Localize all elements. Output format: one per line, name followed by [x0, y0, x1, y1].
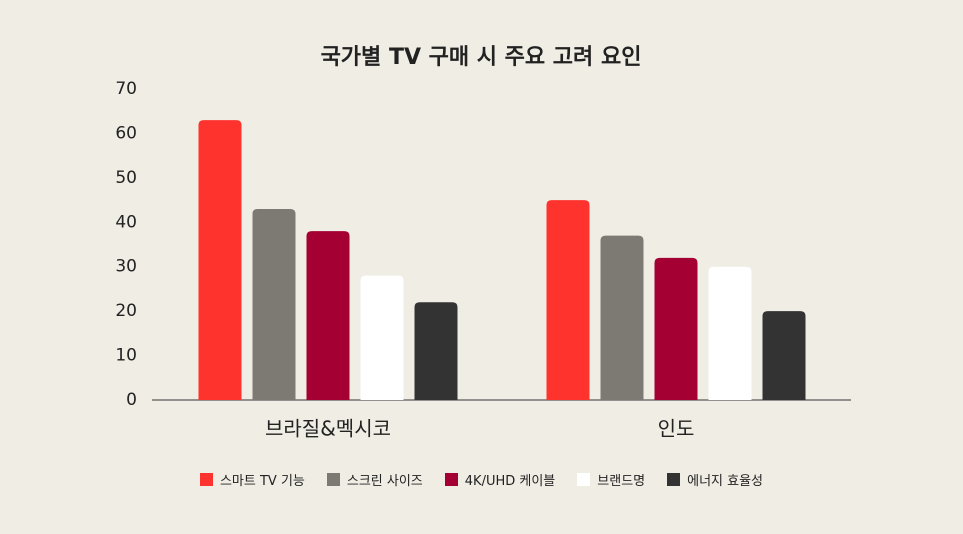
- y-tick-label: 50: [115, 168, 137, 188]
- chart-title: 국가별 TV 구매 시 주요 고려 요인: [321, 45, 642, 70]
- bar: [546, 200, 590, 400]
- legend-label: 스크린 사이즈: [346, 474, 423, 489]
- legend-swatch: [444, 473, 458, 486]
- bar: [762, 311, 806, 400]
- bar: [600, 235, 644, 400]
- legend-swatch: [577, 473, 591, 486]
- bar: [654, 257, 698, 400]
- y-tick-label: 0: [126, 390, 137, 410]
- legend-item: 에너지 효율성: [667, 470, 763, 489]
- bar: [708, 266, 752, 400]
- y-tick-label: 10: [115, 346, 137, 366]
- y-tick-label: 30: [115, 257, 137, 277]
- legend-swatch: [199, 473, 213, 486]
- legend-label: 4K/UHD 케이블: [464, 474, 556, 489]
- legend-swatch: [326, 473, 340, 486]
- x-tick-label: 브라질&멕시코: [265, 417, 391, 441]
- legend-item: 4K/UHD 케이블: [444, 470, 556, 489]
- bar: [414, 302, 458, 400]
- x-tick-label: 인도: [658, 417, 695, 441]
- y-tick-label: 60: [115, 123, 137, 143]
- bar: [252, 208, 296, 400]
- y-tick-label: 40: [115, 212, 137, 232]
- y-tick-label: 70: [115, 79, 137, 99]
- legend-item: 스크린 사이즈: [326, 470, 423, 489]
- legend-label: 브랜드명: [597, 474, 646, 489]
- bar: [198, 120, 242, 400]
- legend-label: 에너지 효율성: [687, 474, 764, 489]
- legend-swatch: [667, 473, 681, 486]
- bar: [360, 275, 404, 400]
- legend: 스마트 TV 기능 스크린 사이즈 4K/UHD 케이블 브랜드명 에너지 효율성: [0, 470, 963, 489]
- bar: [306, 231, 350, 400]
- legend-item: 브랜드명: [577, 470, 645, 489]
- legend-item: 스마트 TV 기능: [199, 470, 305, 489]
- legend-label: 스마트 TV 기능: [219, 474, 305, 489]
- y-tick-label: 20: [115, 301, 137, 321]
